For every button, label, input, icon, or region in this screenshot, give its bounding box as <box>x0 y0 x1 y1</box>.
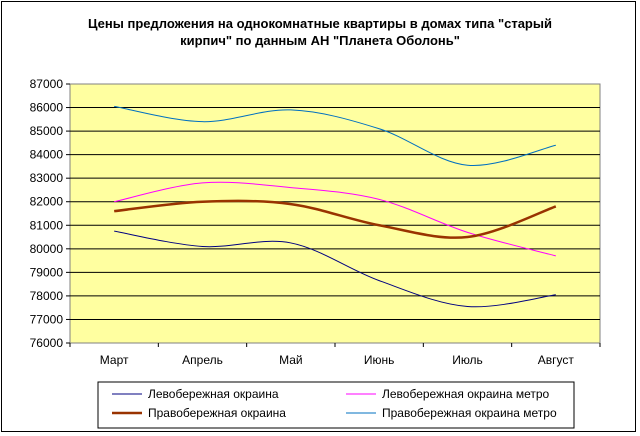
y-tick-label: 81000 <box>30 218 64 232</box>
gridlines <box>70 107 600 320</box>
y-tick-label: 78000 <box>30 289 64 303</box>
y-tick-label: 77000 <box>30 312 64 326</box>
x-tick-label: Май <box>279 353 303 367</box>
x-tick-label: Март <box>100 353 129 367</box>
x-axis-ticks: Март Апрель Май Июнь Июль Август <box>69 343 601 367</box>
legend <box>97 381 575 429</box>
y-tick-label: 80000 <box>30 242 64 256</box>
legend-label: Правобережная окраина метро <box>382 406 557 420</box>
y-axis-ticks: 76000 77000 78000 79000 80000 81000 82000 83000… <box>30 77 70 350</box>
y-tick-label: 84000 <box>30 148 64 162</box>
x-tick-label: Июнь <box>364 353 395 367</box>
y-tick-label: 76000 <box>30 336 64 350</box>
y-tick-label: 79000 <box>30 265 64 279</box>
legend-label: Левобережная окраина <box>148 387 279 401</box>
y-tick-label: 87000 <box>30 77 64 91</box>
y-tick-label: 82000 <box>30 195 64 209</box>
x-tick-label: Июль <box>452 353 483 367</box>
y-tick-label: 83000 <box>30 171 64 185</box>
legend-label: Правобережная окраина <box>148 406 286 420</box>
x-tick-label: Апрель <box>182 353 223 367</box>
chart-title: Цены предложения на однокомнатные кварти… <box>0 15 640 49</box>
series-lines <box>114 105 557 308</box>
y-tick-label: 86000 <box>30 101 64 115</box>
legend-label: Левобережная окраина метро <box>382 387 550 401</box>
chart-title-line-2: кирпич" по данным АН "Планета Оболонь" <box>180 33 460 48</box>
legend-entries: Левобережная окраина Левобережная окраина… <box>112 387 557 420</box>
x-tick-label: Август <box>538 353 575 367</box>
series-line-4 <box>114 105 556 166</box>
chart-title-line-1: Цены предложения на однокомнатные кварти… <box>88 16 552 31</box>
y-tick-label: 85000 <box>30 124 64 138</box>
series-line-1 <box>114 230 556 308</box>
series-line-3 <box>114 199 557 239</box>
